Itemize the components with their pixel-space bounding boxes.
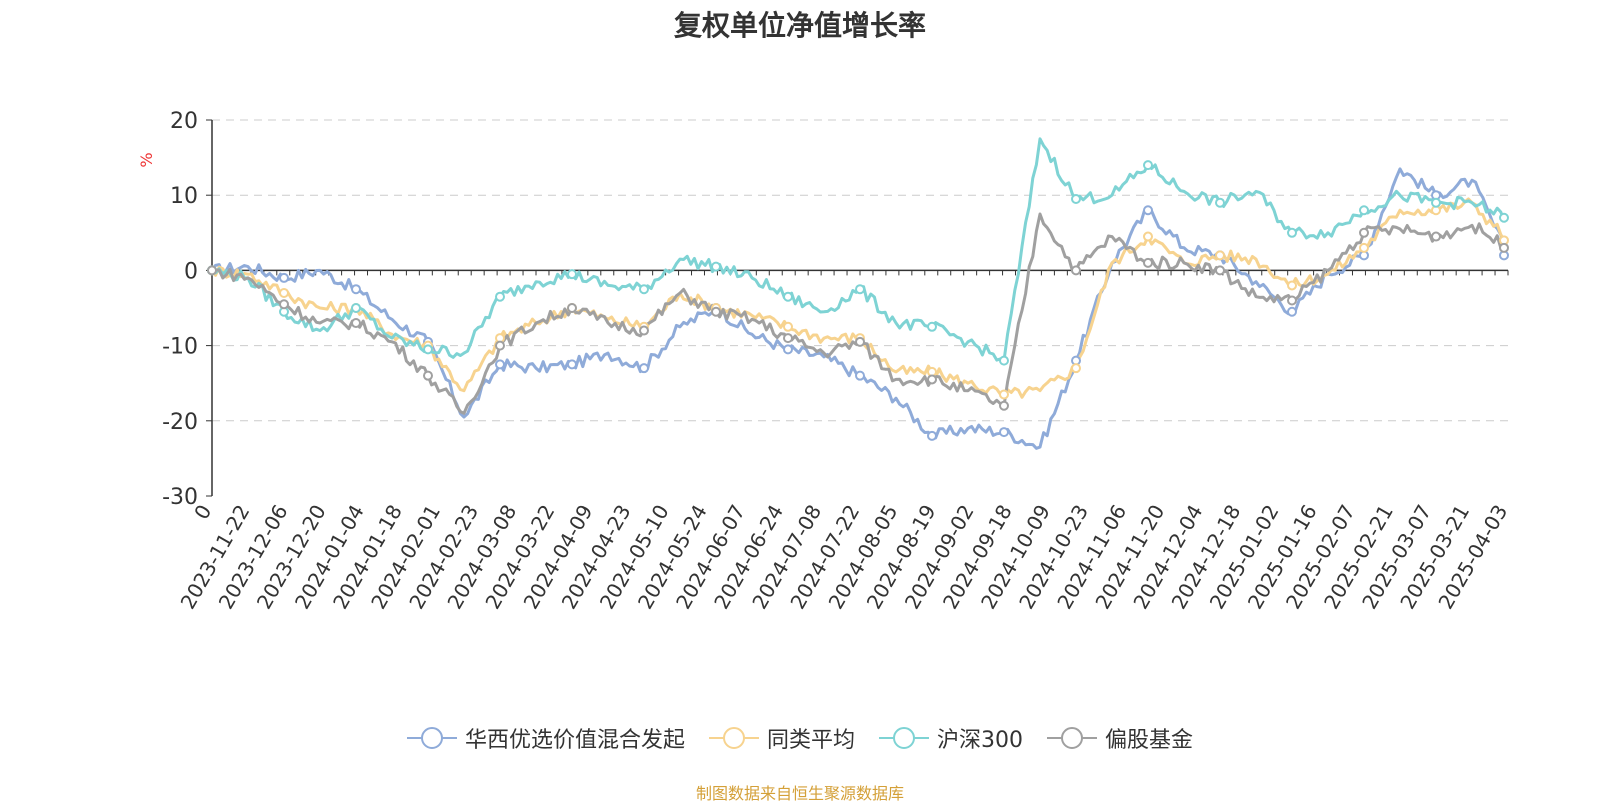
series-marker-0 — [999, 427, 1009, 438]
series-marker-0 — [927, 430, 937, 441]
series-marker-2 — [783, 291, 793, 302]
series-marker-1 — [783, 321, 793, 332]
y-tick-label: 10 — [170, 184, 198, 209]
series-marker-0 — [1287, 306, 1297, 317]
series-marker-3 — [1431, 231, 1441, 242]
series-marker-0 — [1143, 205, 1153, 216]
series-marker-2 — [1071, 193, 1081, 204]
legend-label: 偏股基金 — [1105, 728, 1194, 753]
series-line-1 — [210, 197, 1506, 399]
y-tick-label: 20 — [170, 109, 198, 134]
series-marker-0 — [783, 344, 793, 355]
series-marker-3 — [351, 318, 361, 329]
series-marker-0 — [855, 370, 865, 381]
series-marker-3 — [783, 333, 793, 344]
series-marker-3 — [855, 336, 865, 347]
series-line-3 — [211, 212, 1506, 415]
series-marker-2 — [1359, 205, 1369, 216]
series-marker-3 — [567, 303, 577, 313]
source-note: 制图数据来自恒生聚源数据库 — [695, 784, 904, 803]
series-marker-3 — [639, 325, 649, 336]
y-tick-label: -10 — [162, 335, 198, 360]
series-marker-3 — [423, 370, 433, 381]
series-marker-0 — [351, 284, 361, 295]
series-marker-1 — [1071, 363, 1081, 374]
series-marker-0 — [495, 359, 505, 370]
series-marker-3 — [279, 299, 289, 310]
legend-swatch — [406, 727, 457, 749]
series-marker-2 — [495, 291, 505, 302]
chart-title: 复权单位净值增长率 — [673, 9, 926, 42]
legend-item[interactable]: 沪深300 — [879, 722, 1023, 754]
series-marker-3 — [1499, 242, 1509, 253]
series-marker-1 — [1215, 250, 1225, 261]
series-marker-2 — [639, 284, 649, 295]
series-line-0 — [210, 167, 1506, 450]
series-marker-1 — [279, 287, 289, 298]
series-marker-3 — [1359, 227, 1369, 238]
legend-label: 同类平均 — [766, 728, 855, 753]
series-marker-3 — [495, 340, 505, 351]
series-marker-1 — [1287, 280, 1297, 291]
series-marker-2 — [1143, 160, 1153, 171]
series-marker-1 — [1359, 242, 1369, 253]
series-marker-2 — [567, 269, 577, 280]
series-marker-2 — [855, 284, 865, 295]
series-marker-3 — [1143, 257, 1153, 268]
series-marker-2 — [711, 261, 721, 272]
y-tick-label: -30 — [162, 485, 198, 510]
series-marker-2 — [1215, 197, 1225, 208]
series-marker-0 — [279, 272, 289, 283]
series-markers — [207, 160, 1509, 441]
series-marker-3 — [927, 374, 937, 385]
series-marker-0 — [639, 363, 649, 374]
legend-swatch — [1047, 727, 1097, 749]
series-marker-0 — [567, 359, 577, 370]
series-marker-3 — [1287, 295, 1297, 306]
series-marker-2 — [351, 303, 361, 313]
legend: 华西优选价值混合发起 同类平均 沪深300 偏股基金 — [0, 722, 1600, 754]
x-tick-label: 0 — [189, 501, 216, 524]
series-marker-2 — [1431, 197, 1441, 208]
y-tick-label: -20 — [162, 410, 198, 435]
series-marker-2 — [927, 321, 937, 332]
series-marker-1 — [999, 389, 1009, 400]
series-marker-3 — [711, 306, 721, 317]
series-marker-2 — [999, 355, 1009, 366]
legend-item[interactable]: 偏股基金 — [1047, 722, 1193, 754]
legend-label: 华西优选价值混合发起 — [464, 728, 685, 753]
legend-swatch — [879, 727, 929, 749]
series-marker-3 — [1215, 265, 1225, 276]
series-marker-1 — [1143, 231, 1153, 242]
legend-label: 沪深300 — [937, 728, 1023, 753]
y-tick-label: 0 — [184, 259, 198, 284]
series-marker-2 — [423, 344, 433, 355]
y-axis-label: % — [137, 152, 156, 167]
series-marker-2 — [1499, 212, 1509, 223]
legend-swatch — [708, 727, 759, 749]
series-marker-3 — [1071, 265, 1081, 276]
legend-item[interactable]: 同类平均 — [708, 722, 855, 754]
series-marker-3 — [207, 265, 217, 276]
legend-item[interactable]: 华西优选价值混合发起 — [406, 722, 685, 754]
series-marker-2 — [1287, 227, 1297, 238]
series-marker-3 — [999, 400, 1009, 411]
